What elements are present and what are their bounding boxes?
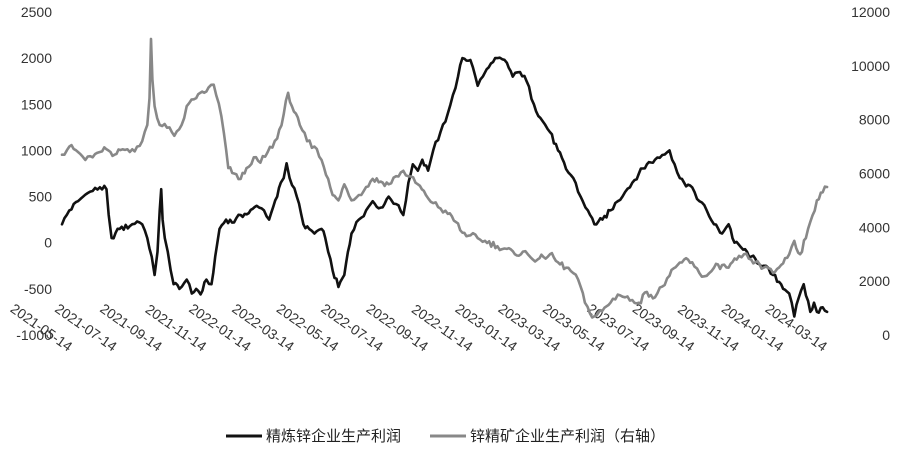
series-line-refined-zinc — [60, 56, 829, 318]
y-left-tick-label: 2000 — [21, 50, 52, 66]
y-axis-right-tick-labels: 0 2000 4000 6000 8000 10000 12000 — [851, 4, 890, 343]
y-right-tick-label: 12000 — [851, 4, 890, 20]
y-left-tick-label: -500 — [24, 281, 52, 297]
series-line-zinc-concentrate — [60, 37, 829, 319]
y-right-tick-label: 6000 — [859, 166, 890, 182]
x-axis-tick-labels: 2021-05-142021-07-142021-09-142021-11-14… — [8, 300, 831, 354]
y-left-tick-label: -1000 — [16, 327, 52, 343]
y-axis-left-tick-labels: -1000 -500 0 500 1000 1500 2000 2500 — [16, 4, 52, 343]
y-right-tick-label: 10000 — [851, 58, 890, 74]
y-right-tick-label: 4000 — [859, 219, 890, 235]
legend-label-zinc-concentrate: 锌精矿企业生产利润（右轴） — [470, 427, 665, 445]
y-left-tick-label: 0 — [44, 235, 52, 251]
y-right-tick-label: 2000 — [859, 273, 890, 289]
y-left-tick-label: 2500 — [21, 4, 52, 20]
y-right-tick-label: 8000 — [859, 112, 890, 128]
y-left-tick-label: 500 — [29, 189, 53, 205]
legend-label-refined-zinc: 精炼锌企业生产利润 — [266, 427, 401, 445]
series-layer — [60, 37, 829, 319]
y-left-tick-label: 1000 — [21, 142, 52, 158]
legend: 精炼锌企业生产利润 锌精矿企业生产利润（右轴） — [226, 427, 665, 445]
y-right-tick-label: 0 — [882, 327, 890, 343]
y-left-tick-label: 1500 — [21, 96, 52, 112]
